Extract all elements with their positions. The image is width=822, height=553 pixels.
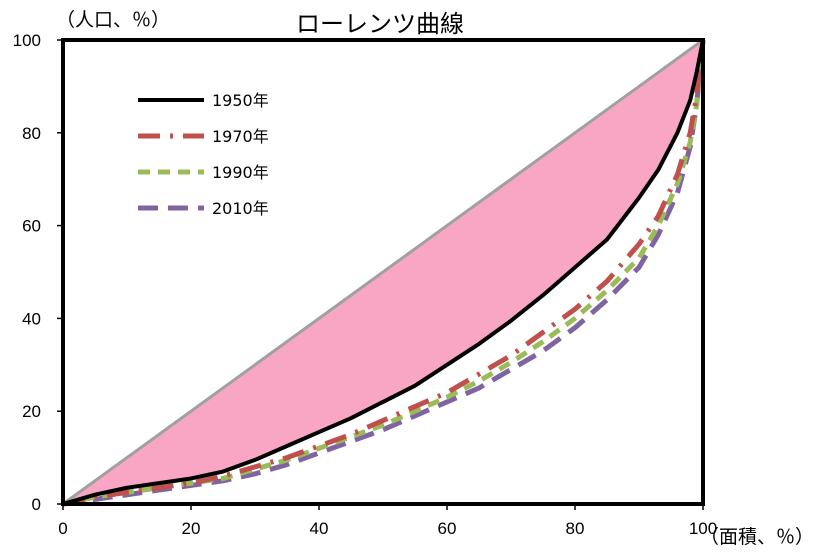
x-tick-label: 60 bbox=[438, 519, 457, 538]
plot-border bbox=[61, 38, 705, 506]
y-tick-label: 20 bbox=[22, 402, 41, 421]
chart-title: ローレンツ曲線 bbox=[296, 10, 464, 38]
x-tick-label: 0 bbox=[58, 519, 67, 538]
y-axis-label: （人口、％） bbox=[56, 9, 170, 31]
x-tick-label: 80 bbox=[566, 519, 585, 538]
y-tick-label: 0 bbox=[32, 495, 41, 514]
y-tick-label: 40 bbox=[22, 309, 41, 328]
y-tick-label: 100 bbox=[13, 31, 41, 50]
y-tick-label: 60 bbox=[22, 217, 41, 236]
y-tick-label: 80 bbox=[22, 124, 41, 143]
plot-frame-group bbox=[61, 38, 705, 506]
x-axis-label: （面積、％） bbox=[700, 526, 814, 548]
legend: 1950年 1970年 1990年 2010年 bbox=[138, 91, 269, 218]
series-line-1950年 bbox=[62, 39, 705, 506]
y-tick-labels: 0 20 40 60 80 100 bbox=[13, 31, 63, 514]
shaded-area-group bbox=[62, 38, 704, 506]
legend-label: 1990年 bbox=[212, 163, 269, 182]
x-tick-label: 100 bbox=[689, 519, 717, 538]
legend-label: 1970年 bbox=[212, 127, 269, 146]
equality-line bbox=[62, 38, 704, 506]
x-tick-label: 40 bbox=[310, 519, 329, 538]
series-lines-group bbox=[62, 39, 706, 507]
x-tick-labels: 0 20 40 60 80 100 bbox=[58, 504, 717, 538]
legend-label: 1950年 bbox=[212, 91, 269, 110]
x-tick-label: 20 bbox=[182, 519, 201, 538]
series-line-1970年 bbox=[62, 39, 706, 507]
legend-label: 2010年 bbox=[212, 199, 269, 218]
